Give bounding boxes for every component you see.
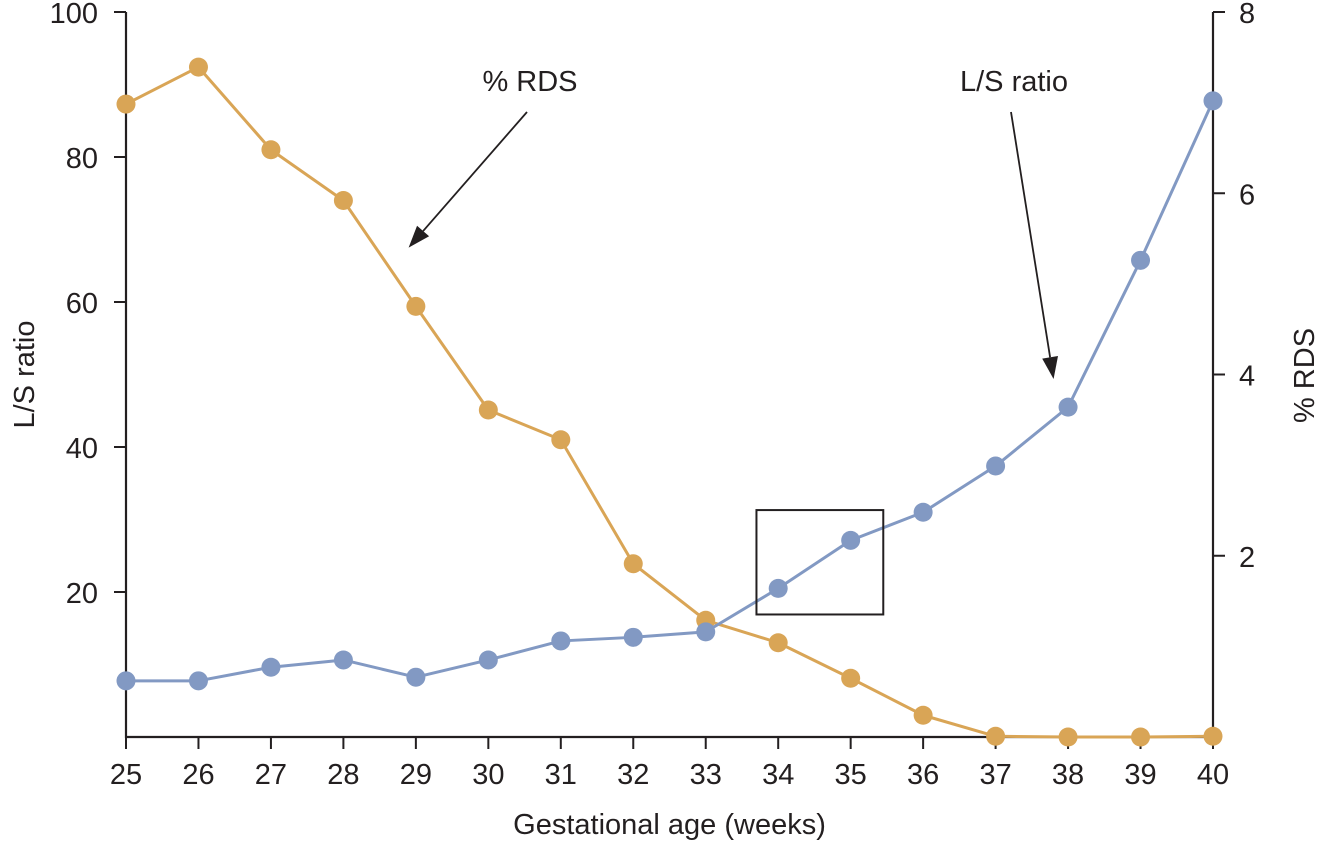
data-point-l-s-ratio	[1131, 250, 1151, 270]
series-l-s-ratio	[116, 91, 1223, 691]
data-point-rds	[623, 554, 643, 574]
x-tick-label: 34	[762, 759, 794, 791]
data-point-rds	[841, 668, 861, 688]
data-point-rds	[913, 705, 933, 725]
right-y-axis-title: % RDS	[1289, 328, 1319, 423]
data-point-l-s-ratio	[623, 627, 643, 647]
right-y-tick-label: 6	[1239, 179, 1255, 211]
data-point-l-s-ratio	[841, 530, 861, 550]
x-tick-label: 30	[472, 759, 504, 791]
series-layer	[116, 57, 1223, 747]
data-point-l-s-ratio	[478, 650, 498, 670]
data-point-rds	[551, 430, 571, 450]
left-y-tick-label: 100	[50, 0, 98, 30]
annotation-rds-label: % RDS	[482, 66, 577, 98]
x-tick-label: 35	[835, 759, 867, 791]
data-point-l-s-ratio	[188, 671, 208, 691]
x-tick-label: 38	[1052, 759, 1084, 791]
data-point-l-s-ratio	[1058, 397, 1078, 417]
x-tick-label: 28	[327, 759, 359, 791]
x-tick-label: 33	[690, 759, 722, 791]
data-point-l-s-ratio	[406, 667, 426, 687]
data-point-l-s-ratio	[333, 650, 353, 670]
x-axis-title: Gestational age (weeks)	[513, 809, 826, 841]
left-y-tick-label: 60	[66, 288, 98, 320]
data-point-l-s-ratio	[1203, 91, 1223, 111]
axes	[124, 12, 1215, 739]
x-tick-label: 39	[1124, 759, 1156, 791]
right-y-tick-label: 8	[1239, 0, 1255, 30]
data-point-rds	[768, 633, 788, 653]
annotation-ls-ratio-arrowhead	[1042, 356, 1059, 380]
x-tick-label: 40	[1197, 759, 1229, 791]
data-point-l-s-ratio	[551, 631, 571, 651]
data-point-rds	[1058, 727, 1078, 747]
x-tick-label: 25	[110, 759, 142, 791]
x-tick-label: 29	[400, 759, 432, 791]
highlight-box	[755, 509, 885, 616]
right-y-ticks: 2 4 6 8	[1213, 0, 1255, 574]
annotations: % RDS L/S ratio	[408, 66, 1068, 380]
x-tick-label: 32	[617, 759, 649, 791]
series-rds	[116, 57, 1223, 747]
x-ticks: 25 26 27 28 29 30 31 32 33 34 35 36 37 38 39 40	[110, 737, 1229, 791]
data-point-l-s-ratio	[261, 657, 281, 677]
series-line-l-s-ratio	[126, 100, 1215, 683]
data-point-rds	[1203, 726, 1223, 746]
x-tick-label: 37	[979, 759, 1011, 791]
annotation-ls-ratio-label: L/S ratio	[960, 66, 1068, 98]
data-point-rds	[333, 191, 353, 210]
left-y-tick-label: 20	[66, 578, 98, 610]
data-point-rds	[478, 400, 498, 420]
data-point-rds	[986, 726, 1006, 746]
data-point-rds	[261, 140, 281, 160]
data-point-l-s-ratio	[696, 622, 716, 642]
annotation-rds-arrowhead	[408, 225, 430, 248]
x-tick-label: 36	[907, 759, 939, 791]
left-y-ticks: 20 40 60 80 100	[50, 0, 126, 610]
x-tick-label: 26	[182, 759, 214, 791]
data-point-rds	[1131, 727, 1151, 747]
annotation-ls-ratio-arrow	[1010, 111, 1051, 358]
annotation-rds-arrow	[422, 111, 528, 232]
data-point-l-s-ratio	[768, 578, 788, 598]
data-point-rds	[116, 94, 136, 114]
data-point-rds	[406, 296, 426, 316]
series-line-rds	[125, 65, 1214, 739]
left-y-axis-title: L/S ratio	[9, 321, 41, 429]
right-y-tick-label: 4	[1239, 361, 1255, 393]
data-point-l-s-ratio	[913, 502, 933, 522]
data-point-l-s-ratio	[116, 671, 136, 691]
x-tick-label: 27	[255, 759, 287, 791]
x-tick-label: 31	[545, 759, 577, 791]
data-point-l-s-ratio	[986, 456, 1006, 476]
data-point-rds	[188, 57, 208, 77]
right-y-tick-label: 2	[1239, 542, 1255, 574]
left-y-tick-label: 40	[66, 433, 98, 465]
left-y-tick-label: 80	[66, 143, 98, 175]
